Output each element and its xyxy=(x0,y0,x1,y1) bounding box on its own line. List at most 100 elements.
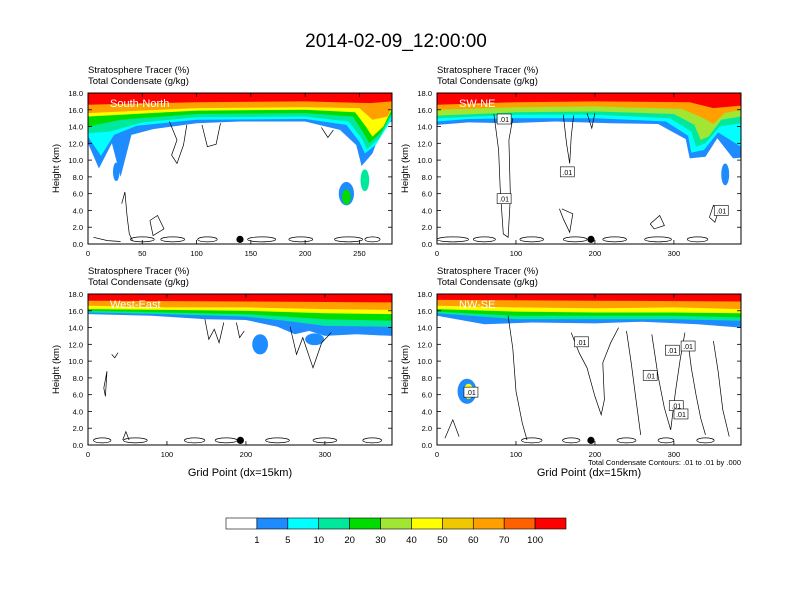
y-tick-label: 4.0 xyxy=(73,407,83,416)
colorbar-swatch xyxy=(534,517,567,530)
contour-label-box xyxy=(680,340,696,352)
y-tick-label: 14.0 xyxy=(417,324,432,333)
condensate-contour xyxy=(687,342,706,435)
x-axis-label: Grid Point (dx=15km) xyxy=(537,467,641,479)
x-tick-label: 250 xyxy=(353,249,366,258)
y-tick-label: 12.0 xyxy=(417,139,432,148)
condensate-contour xyxy=(686,236,709,243)
condensate-contour xyxy=(521,437,543,444)
condensate-contour xyxy=(437,236,469,243)
y-tick-label: 18.0 xyxy=(417,89,432,98)
x-tick-label: 150 xyxy=(245,249,258,258)
tracer-blob xyxy=(721,163,730,186)
x-axis-label: Grid Point (dx=15km) xyxy=(188,467,292,479)
y-tick-label: 2.0 xyxy=(73,424,83,433)
condensate-contour xyxy=(616,437,637,444)
condensate-contour xyxy=(247,236,277,243)
y-tick-label: 4.0 xyxy=(422,206,432,215)
condensate-contour xyxy=(713,340,730,437)
contour-label: .01 xyxy=(671,404,681,411)
y-tick-label: 8.0 xyxy=(422,173,432,182)
condensate-contour xyxy=(236,322,245,339)
colorbar-swatch xyxy=(318,517,350,530)
panel-title-line: Total Condensate (g/kg) xyxy=(437,277,538,288)
condensate-contour xyxy=(93,437,112,444)
y-tick-label: 12.0 xyxy=(68,139,83,148)
plot-frame xyxy=(436,92,742,245)
location-marker xyxy=(587,235,595,243)
tracer-blob xyxy=(305,333,325,346)
y-tick-label: 6.0 xyxy=(422,391,432,400)
contour-label: .01 xyxy=(499,117,509,124)
y-tick-label: 0.0 xyxy=(422,240,432,249)
tracer-layer xyxy=(437,93,741,109)
y-tick-label: 16.0 xyxy=(68,106,83,115)
tracer-blob xyxy=(342,189,351,205)
y-tick-label: 10.0 xyxy=(417,156,432,165)
colorbar-swatch xyxy=(442,517,474,530)
y-tick-label: 14.0 xyxy=(68,324,83,333)
y-tick-label: 12.0 xyxy=(417,340,432,349)
colorbar-label: 5 xyxy=(285,535,290,546)
contour-label-box xyxy=(713,205,729,216)
condensate-contour xyxy=(183,437,206,444)
x-tick-label: 0 xyxy=(86,249,90,258)
y-axis-label: Height (km) xyxy=(51,144,62,193)
condensate-contour xyxy=(321,127,334,139)
condensate-contour xyxy=(123,437,148,444)
y-tick-label: 6.0 xyxy=(422,190,432,199)
condensate-contour xyxy=(626,330,642,435)
condensate-contour xyxy=(93,236,121,242)
contour-label: .01 xyxy=(716,208,726,215)
colorbar-label: 100 xyxy=(527,535,543,546)
plot-frame xyxy=(87,293,393,446)
y-tick-label: 0.0 xyxy=(73,441,83,450)
x-tick-label: 0 xyxy=(435,450,439,459)
y-tick-label: 8.0 xyxy=(422,374,432,383)
colorbar-swatch xyxy=(225,517,258,530)
condensate-contour xyxy=(602,236,627,243)
condensate-contour xyxy=(493,113,514,238)
x-tick-label: 200 xyxy=(589,249,602,258)
colorbar-label: 20 xyxy=(344,535,355,546)
y-tick-label: 0.0 xyxy=(422,441,432,450)
condensate-contour xyxy=(562,236,588,243)
y-tick-label: 14.0 xyxy=(68,123,83,132)
location-marker xyxy=(236,436,244,444)
colorbar: 1 5 10 20 30 40 50 60 70 100 xyxy=(225,517,567,546)
panel-title-line: Total Condensate (g/kg) xyxy=(88,76,189,87)
y-tick-label: 6.0 xyxy=(73,190,83,199)
contour-label: .01 xyxy=(466,390,476,397)
colorbar-swatch xyxy=(472,517,505,530)
x-tick-label: 200 xyxy=(589,450,602,459)
x-tick-label: 100 xyxy=(510,450,523,459)
condensate-contour xyxy=(334,236,364,243)
y-tick-label: 8.0 xyxy=(73,173,83,182)
contour-label-box xyxy=(463,386,479,398)
y-tick-label: 10.0 xyxy=(68,156,83,165)
panel-title-line: Stratosphere Tracer (%) xyxy=(437,266,538,277)
colorbar-swatch xyxy=(503,517,536,530)
condensate-contour xyxy=(121,191,133,241)
panel-sw-ne: .01 .01 .01 .01 SW-NE Stratosphere Tracer (%)… xyxy=(400,65,742,258)
x-tick-label: 50 xyxy=(138,249,146,258)
tracer-blob xyxy=(360,169,370,192)
condensate-contour xyxy=(122,430,130,441)
condensate-contour xyxy=(160,236,185,243)
colorbar-swatch xyxy=(287,517,320,530)
x-tick-label: 100 xyxy=(161,450,174,459)
contour-label-box xyxy=(673,408,689,420)
contour-label-box xyxy=(574,336,589,348)
location-marker xyxy=(236,235,244,243)
condensate-contour xyxy=(204,319,225,344)
contour-label-box xyxy=(496,113,512,125)
y-tick-label: 0.0 xyxy=(73,240,83,249)
condensate-contour xyxy=(362,437,383,444)
condensate-contour xyxy=(644,236,672,243)
y-tick-label: 14.0 xyxy=(417,123,432,132)
contour-label: .01 xyxy=(499,197,509,204)
condensate-contour xyxy=(201,123,221,148)
contour-label: .01 xyxy=(683,344,693,351)
